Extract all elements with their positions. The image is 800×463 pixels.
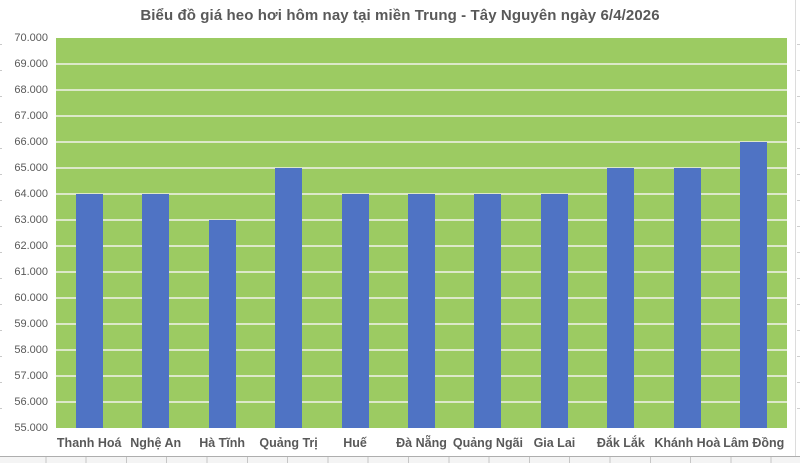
bar xyxy=(673,168,701,428)
bar xyxy=(540,194,568,428)
gridline xyxy=(56,89,787,91)
y-axis-tick-label: 63.000 xyxy=(14,214,48,226)
gridline xyxy=(56,115,787,117)
y-axis-tick-label: 69.000 xyxy=(14,58,48,70)
y-axis-tick-label: 67.000 xyxy=(14,110,48,122)
x-axis-category-label: Đắk Lắk xyxy=(596,436,645,450)
y-axis-tick-label: 60.000 xyxy=(14,292,48,304)
chart-title: Biểu đồ giá heo hơi hôm nay tại miền Tru… xyxy=(140,7,660,24)
x-axis-category-label: Khánh Hoà xyxy=(654,436,721,450)
y-axis-tick-label: 66.000 xyxy=(14,136,48,148)
bar xyxy=(142,194,170,428)
bar xyxy=(275,168,303,428)
bar xyxy=(75,194,103,428)
x-axis-category-label: Quảng Ngãi xyxy=(452,436,524,450)
bar xyxy=(607,168,635,428)
y-axis-tick-label: 57.000 xyxy=(14,370,48,382)
x-axis-category-label: Lâm Đồng xyxy=(723,436,785,450)
y-axis-tick-label: 55.000 xyxy=(14,422,48,434)
y-axis: 70.000 69.000 68.000 67.000 66.000 65.000 64.0… xyxy=(0,32,50,434)
x-axis-category-label: Huế xyxy=(343,436,367,450)
bar xyxy=(408,194,435,428)
x-axis-category-label: Gia Lai xyxy=(533,436,576,450)
gridline xyxy=(56,167,787,169)
x-axis: Thanh Hoá Nghệ An Hà Tĩnh Quảng Trị Huế Đà Nẵ… xyxy=(56,434,787,456)
y-axis-tick-label: 65.000 xyxy=(14,162,48,174)
y-axis-tick-label: 56.000 xyxy=(14,396,48,408)
bar xyxy=(208,220,236,428)
right-edge-spreadsheet-ticks xyxy=(797,44,800,430)
gridline xyxy=(56,141,787,143)
x-axis-category-label: Quảng Trị xyxy=(259,436,318,450)
x-axis-category-label: Nghệ An xyxy=(130,436,182,450)
x-axis-category-label: Đà Nẵng xyxy=(396,436,447,450)
bar xyxy=(740,142,768,428)
y-axis-tick-label: 61.000 xyxy=(14,266,48,278)
y-axis-tick-label: 62.000 xyxy=(14,240,48,252)
right-edge-spreadsheet-line xyxy=(795,0,796,456)
gridline xyxy=(56,63,787,65)
bottom-table-row-sliver xyxy=(0,456,800,463)
y-axis-tick-label: 59.000 xyxy=(14,318,48,330)
y-axis-tick-label: 64.000 xyxy=(14,188,48,200)
plot-area xyxy=(56,38,787,428)
y-axis-tick-label: 68.000 xyxy=(14,84,48,96)
x-axis-category-label: Thanh Hoá xyxy=(56,436,122,450)
y-axis-tick-label: 70.000 xyxy=(14,32,48,44)
y-axis-tick-label: 58.000 xyxy=(14,344,48,356)
bar xyxy=(474,194,502,428)
left-edge-spreadsheet-ticks xyxy=(0,44,2,430)
x-axis-category-label: Hà Tĩnh xyxy=(199,436,246,450)
bar xyxy=(341,194,369,428)
